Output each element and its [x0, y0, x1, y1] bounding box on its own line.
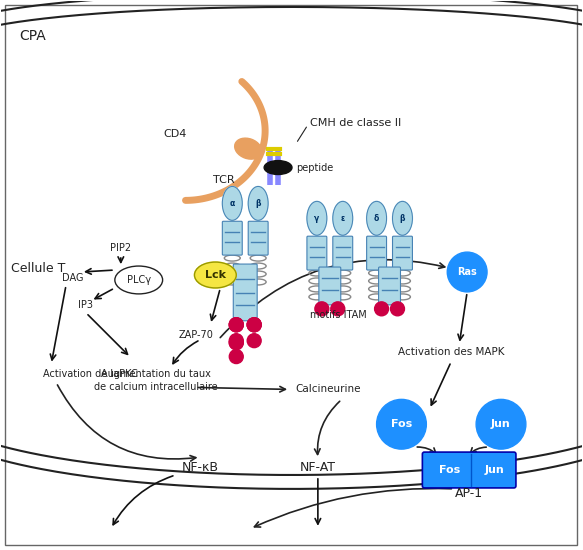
Circle shape: [229, 318, 243, 332]
Circle shape: [315, 302, 329, 316]
FancyBboxPatch shape: [5, 6, 577, 544]
Text: DAG: DAG: [62, 273, 84, 283]
Circle shape: [229, 318, 243, 332]
Ellipse shape: [195, 262, 236, 288]
Text: peptide: peptide: [296, 163, 333, 173]
FancyBboxPatch shape: [367, 236, 387, 270]
Circle shape: [476, 399, 526, 449]
Ellipse shape: [392, 201, 412, 235]
Text: α: α: [230, 199, 235, 208]
Text: TCR: TCR: [213, 175, 235, 185]
Circle shape: [229, 336, 243, 350]
Text: Cellule T: Cellule T: [11, 262, 66, 274]
FancyBboxPatch shape: [233, 264, 257, 321]
Ellipse shape: [235, 138, 262, 159]
Text: Activation de laPKC: Activation de laPKC: [43, 370, 138, 379]
Text: β: β: [400, 214, 405, 223]
Text: Ras: Ras: [457, 267, 477, 277]
Circle shape: [331, 302, 345, 316]
FancyBboxPatch shape: [378, 267, 401, 305]
Text: PLCγ: PLCγ: [127, 275, 151, 285]
Circle shape: [391, 302, 405, 316]
Circle shape: [229, 336, 243, 350]
Text: AP-1: AP-1: [455, 487, 483, 500]
Circle shape: [247, 334, 261, 348]
Ellipse shape: [367, 201, 387, 235]
Text: δ: δ: [374, 214, 380, 223]
FancyBboxPatch shape: [222, 221, 242, 255]
Ellipse shape: [222, 186, 242, 221]
Text: β: β: [255, 199, 261, 208]
FancyBboxPatch shape: [307, 236, 327, 270]
Text: Jun: Jun: [491, 419, 511, 429]
Text: IP3: IP3: [79, 300, 93, 310]
Circle shape: [229, 318, 243, 332]
Text: PIP2: PIP2: [110, 243, 131, 253]
Circle shape: [247, 318, 261, 332]
Text: motifs ITAM: motifs ITAM: [310, 310, 367, 320]
Ellipse shape: [264, 161, 292, 174]
Circle shape: [377, 399, 426, 449]
Ellipse shape: [115, 266, 163, 294]
Ellipse shape: [307, 201, 327, 235]
Text: CD4: CD4: [164, 129, 187, 139]
Circle shape: [447, 252, 487, 292]
Text: ZAP-70: ZAP-70: [179, 329, 214, 340]
FancyBboxPatch shape: [422, 452, 516, 488]
Text: Augmentation du taux: Augmentation du taux: [101, 370, 210, 379]
Ellipse shape: [333, 201, 353, 235]
Text: Fos: Fos: [391, 419, 412, 429]
Circle shape: [229, 350, 243, 364]
Circle shape: [247, 318, 261, 332]
Text: NF-AT: NF-AT: [300, 460, 336, 474]
FancyBboxPatch shape: [392, 236, 412, 270]
Ellipse shape: [248, 186, 268, 221]
FancyBboxPatch shape: [333, 236, 353, 270]
Text: Lck: Lck: [205, 270, 226, 280]
Text: γ: γ: [314, 214, 319, 223]
Text: CMH de classe II: CMH de classe II: [310, 118, 401, 128]
Text: CPA: CPA: [19, 29, 46, 43]
Text: Activation des MAPK: Activation des MAPK: [398, 346, 504, 356]
FancyBboxPatch shape: [319, 267, 341, 305]
Text: NF-κB: NF-κB: [182, 460, 219, 474]
Text: Jun: Jun: [484, 465, 504, 475]
Circle shape: [375, 302, 388, 316]
Text: Fos: Fos: [438, 465, 460, 475]
Text: ε: ε: [340, 214, 345, 223]
Circle shape: [247, 318, 261, 332]
FancyBboxPatch shape: [248, 221, 268, 255]
Circle shape: [229, 334, 243, 348]
Text: de calcium intracellulaire: de calcium intracellulaire: [94, 382, 217, 393]
Text: Calcineurine: Calcineurine: [295, 384, 360, 394]
